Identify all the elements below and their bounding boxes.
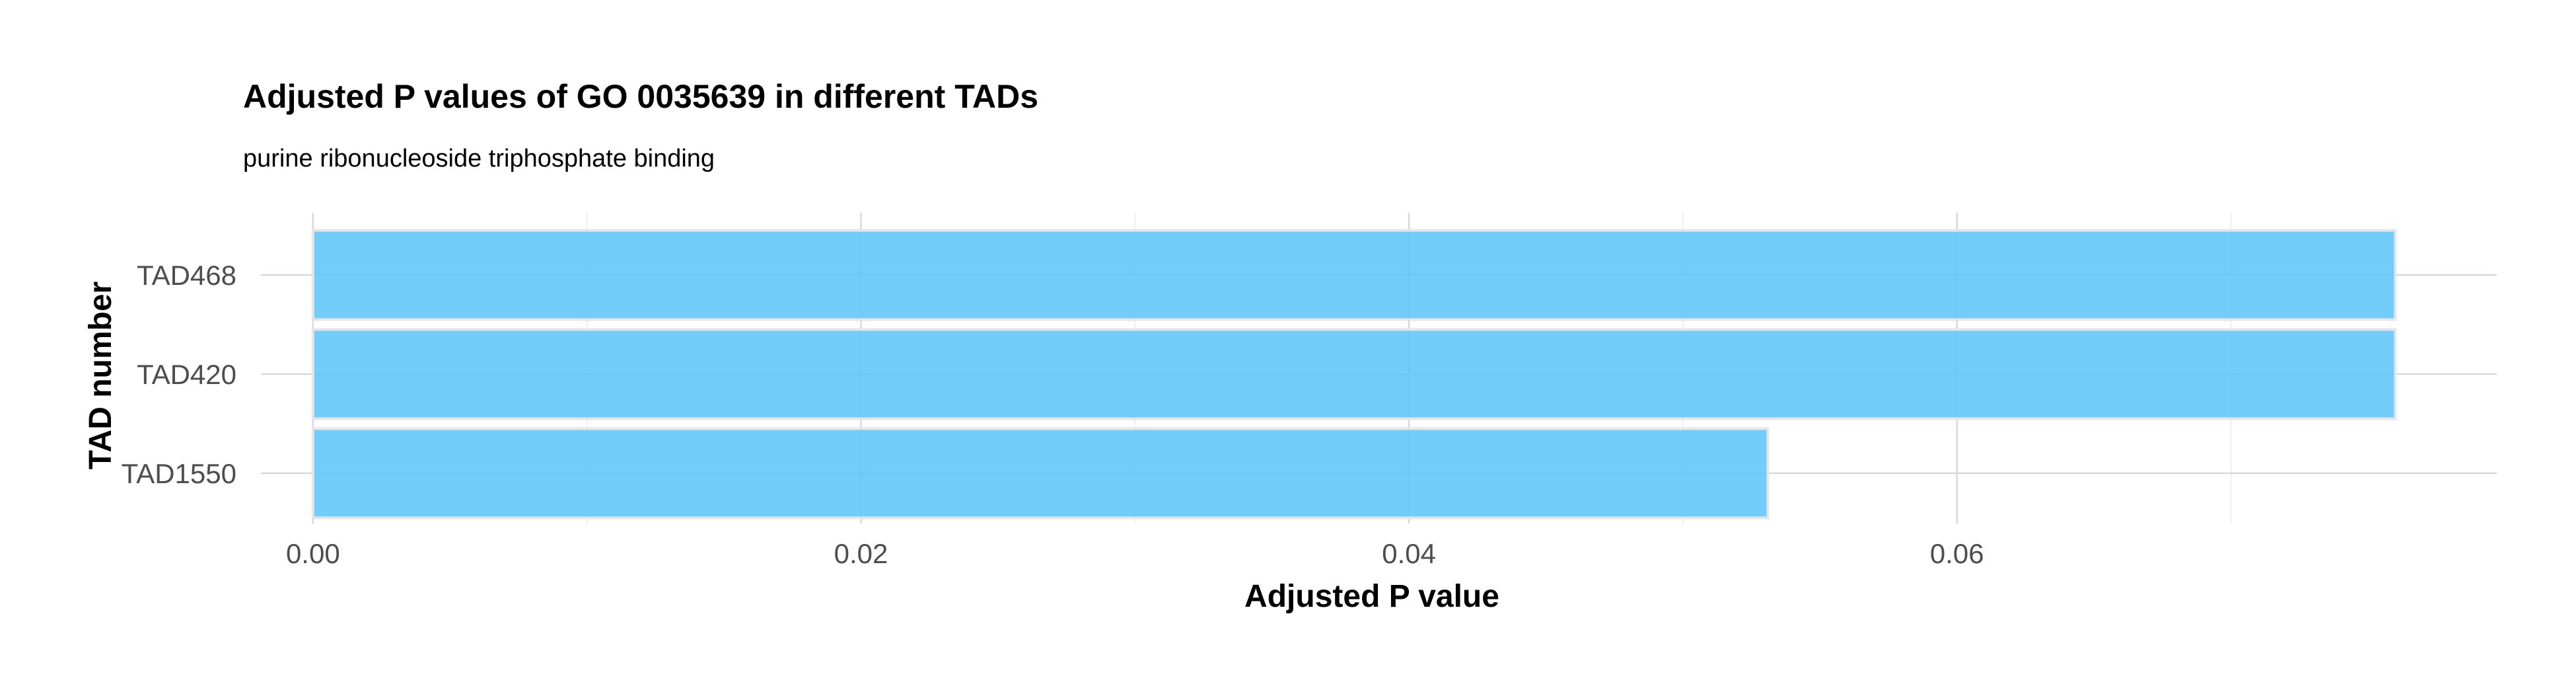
x-tick-label: 0.02 bbox=[834, 538, 888, 569]
bar-layer bbox=[311, 229, 2397, 520]
bar-tad468 bbox=[311, 229, 2397, 321]
chart-title: Adjusted P values of GO 0035639 in diffe… bbox=[243, 78, 1038, 115]
y-tick-label: TAD468 bbox=[137, 260, 236, 291]
bar-tad1550 bbox=[311, 427, 1770, 520]
x-tick-labels: 0.00 0.02 0.04 0.06 bbox=[286, 538, 1984, 569]
bar-tad420 bbox=[311, 328, 2397, 420]
y-axis-title: TAD number bbox=[83, 282, 118, 469]
chart-subtitle: purine ribonucleoside triphosphate bindi… bbox=[243, 145, 715, 173]
x-axis-title: Adjusted P value bbox=[1244, 579, 1499, 614]
y-tick-labels: TAD468 TAD420 TAD1550 bbox=[122, 260, 236, 489]
x-tick-label: 0.06 bbox=[1930, 538, 1984, 569]
x-tick-label: 0.00 bbox=[286, 538, 340, 569]
y-tick-label: TAD420 bbox=[137, 359, 236, 390]
x-tick-label: 0.04 bbox=[1382, 538, 1436, 569]
y-tick-label: TAD1550 bbox=[122, 458, 236, 489]
